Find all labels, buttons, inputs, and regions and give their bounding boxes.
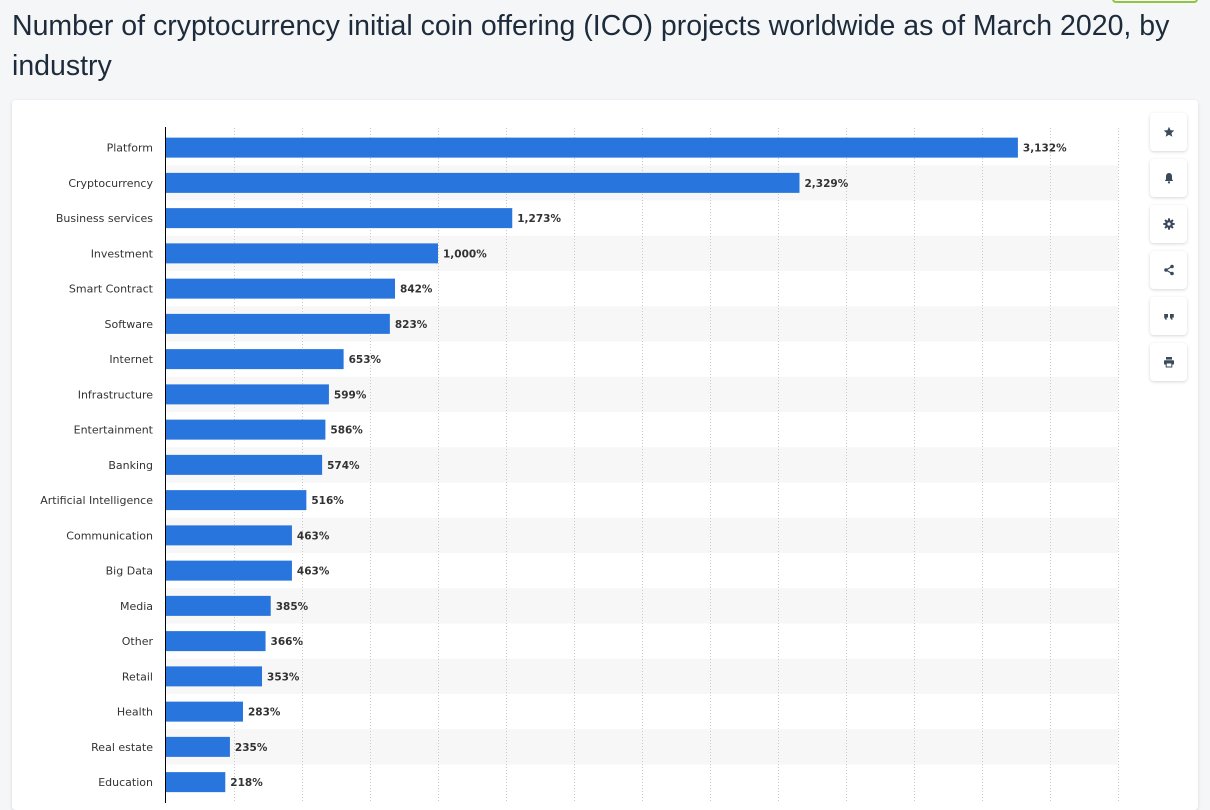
- data-label: 516%: [311, 495, 344, 507]
- data-label: 1,273%: [517, 213, 561, 225]
- category-label: Entertainment: [74, 424, 154, 437]
- print-button[interactable]: [1150, 343, 1187, 381]
- notification-button[interactable]: [1150, 159, 1187, 197]
- gear-icon: [1162, 218, 1175, 230]
- data-label: 842%: [400, 284, 433, 296]
- bar: [166, 736, 230, 757]
- bar: [166, 454, 323, 475]
- data-label: 2,329%: [804, 178, 848, 190]
- data-label: 218%: [230, 777, 263, 789]
- category-label: Education: [98, 776, 153, 789]
- category-label: Software: [105, 318, 154, 331]
- category-label: Cryptocurrency: [68, 177, 153, 190]
- print-icon: [1163, 357, 1174, 368]
- category-label: Infrastructure: [78, 388, 154, 401]
- quote-icon: [1163, 314, 1174, 320]
- bar: [166, 701, 243, 722]
- bar: [166, 631, 266, 652]
- cite-button[interactable]: [1150, 297, 1187, 335]
- category-label: Internet: [109, 353, 153, 366]
- category-label: Platform: [107, 142, 153, 155]
- data-label: 283%: [248, 707, 281, 719]
- share-button[interactable]: [1150, 251, 1187, 289]
- top-right-tab: [1112, 0, 1198, 3]
- category-label: Other: [122, 635, 154, 648]
- bar: [166, 243, 438, 264]
- data-label: 3,132%: [1023, 143, 1067, 155]
- bar: [166, 772, 226, 793]
- category-label: Big Data: [106, 565, 153, 578]
- data-label: 586%: [330, 425, 363, 437]
- category-label: Communication: [66, 529, 153, 542]
- data-label: 235%: [235, 742, 268, 754]
- data-label: 353%: [267, 671, 300, 683]
- data-label: 385%: [276, 601, 309, 613]
- data-label: 1,000%: [443, 248, 487, 260]
- data-label: 366%: [271, 636, 304, 648]
- category-label: Media: [120, 600, 153, 613]
- category-label: Smart Contract: [69, 283, 154, 296]
- star-icon: [1163, 126, 1174, 137]
- chart-card: Platform 3,132% Cryptocurrency 2,329% Busine…: [12, 100, 1198, 810]
- data-label: 463%: [297, 530, 330, 542]
- category-label: Banking: [108, 459, 153, 472]
- bar: [166, 137, 1018, 158]
- data-label: 574%: [327, 460, 360, 472]
- category-label: Real estate: [91, 741, 153, 754]
- category-label: Business services: [56, 212, 153, 225]
- bar: [166, 278, 396, 299]
- bar: [166, 208, 513, 229]
- data-label: 463%: [297, 566, 330, 578]
- bar: [166, 560, 292, 581]
- row-stripe: [166, 658, 1118, 694]
- bar: [166, 525, 292, 546]
- bar: [166, 666, 263, 687]
- data-label: 653%: [349, 354, 382, 366]
- bar: [166, 172, 800, 193]
- bar: [166, 384, 329, 405]
- category-label: Health: [117, 706, 153, 719]
- favorite-button[interactable]: [1150, 113, 1187, 151]
- bar: [166, 313, 390, 334]
- chart-toolbar: [1150, 113, 1187, 389]
- category-label: Investment: [91, 247, 154, 260]
- share-icon: [1163, 264, 1174, 276]
- settings-button[interactable]: [1150, 205, 1187, 243]
- category-label: Retail: [122, 670, 153, 683]
- row-stripe: [166, 517, 1118, 553]
- category-label: Artificial Intelligence: [40, 494, 153, 507]
- bar: [166, 490, 307, 511]
- page-title: Number of cryptocurrency initial coin of…: [12, 10, 1170, 82]
- data-label: 823%: [395, 319, 428, 331]
- data-label: 599%: [334, 389, 367, 401]
- bar: [166, 595, 271, 616]
- bar: [166, 349, 344, 370]
- bar: [166, 419, 326, 440]
- bar-chart: Platform 3,132% Cryptocurrency 2,329% Busine…: [40, 127, 1119, 803]
- bell-icon: [1164, 173, 1173, 184]
